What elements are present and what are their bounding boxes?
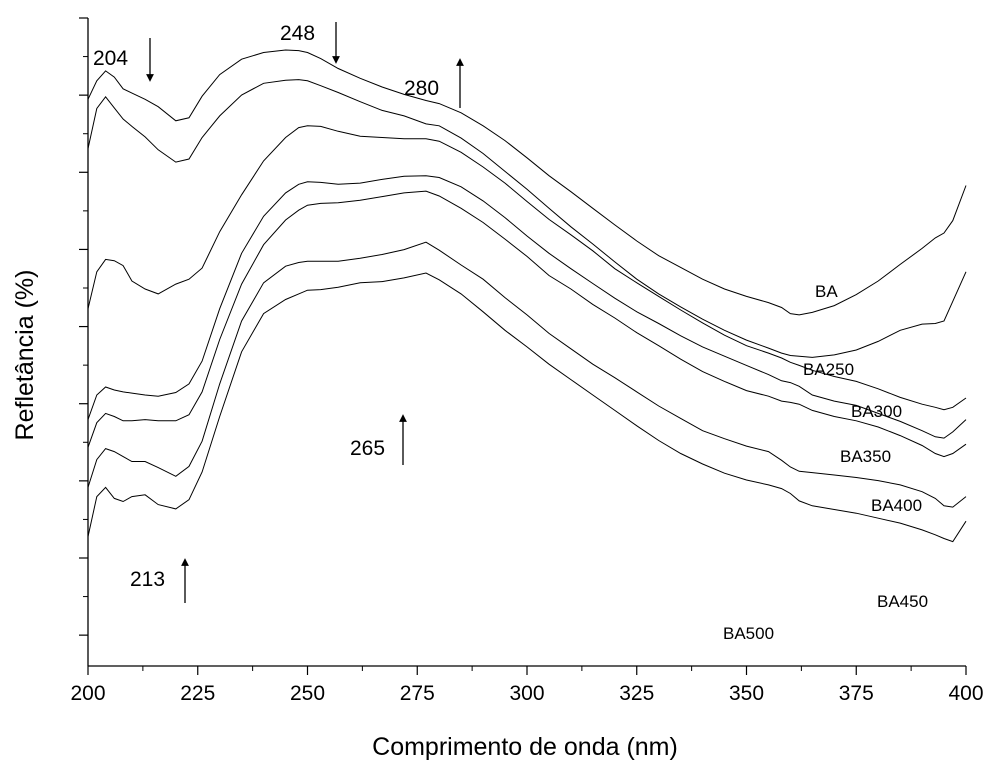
series-line-ba450 [87, 241, 967, 508]
x-tick-label: 325 [619, 682, 654, 705]
series-labels: BA BA250 BA300 BA350 BA400 BA450 BA500 [723, 282, 928, 643]
x-axis-title: Comprimento de onda (nm) [372, 733, 678, 761]
series-line-ba300 [87, 125, 967, 411]
series-label-ba250: BA250 [803, 360, 854, 379]
peak-label-248: 248 [280, 22, 315, 45]
x-tick-label: 400 [948, 682, 983, 705]
series-label-ba500: BA500 [723, 624, 774, 643]
y-axis-title: Refletância (%) [11, 270, 39, 441]
peak-label-213: 213 [130, 568, 165, 591]
x-tick-label: 350 [729, 682, 764, 705]
x-tick-label: 275 [400, 682, 435, 705]
axes: 200 225 250 275 300 325 350 375 400 [70, 17, 984, 705]
x-tick-label: 225 [180, 682, 215, 705]
series-line-ba500 [87, 272, 967, 543]
x-tick-label: 375 [839, 682, 874, 705]
series-label-ba300: BA300 [851, 402, 902, 421]
series-line-ba400 [87, 190, 967, 458]
series-label-ba: BA [815, 282, 838, 301]
peak-label-204: 204 [93, 47, 128, 70]
x-tick-label: 300 [509, 682, 544, 705]
series-lines [87, 49, 967, 543]
x-ticks: 200 225 250 275 300 325 350 375 400 [70, 666, 984, 705]
series-line-ba350 [87, 175, 967, 439]
series-label-ba450: BA450 [877, 592, 928, 611]
series-line-ba250 [87, 79, 967, 358]
x-tick-label: 250 [290, 682, 325, 705]
series-label-ba400: BA400 [871, 496, 922, 515]
x-tick-label: 200 [70, 682, 105, 705]
peak-annotations: 204 248 280 265 213 [93, 22, 464, 603]
peak-label-265: 265 [350, 437, 385, 460]
series-line-ba [87, 49, 967, 316]
series-label-ba350: BA350 [840, 447, 891, 466]
y-ticks [79, 17, 88, 636]
peak-label-280: 280 [404, 77, 439, 100]
